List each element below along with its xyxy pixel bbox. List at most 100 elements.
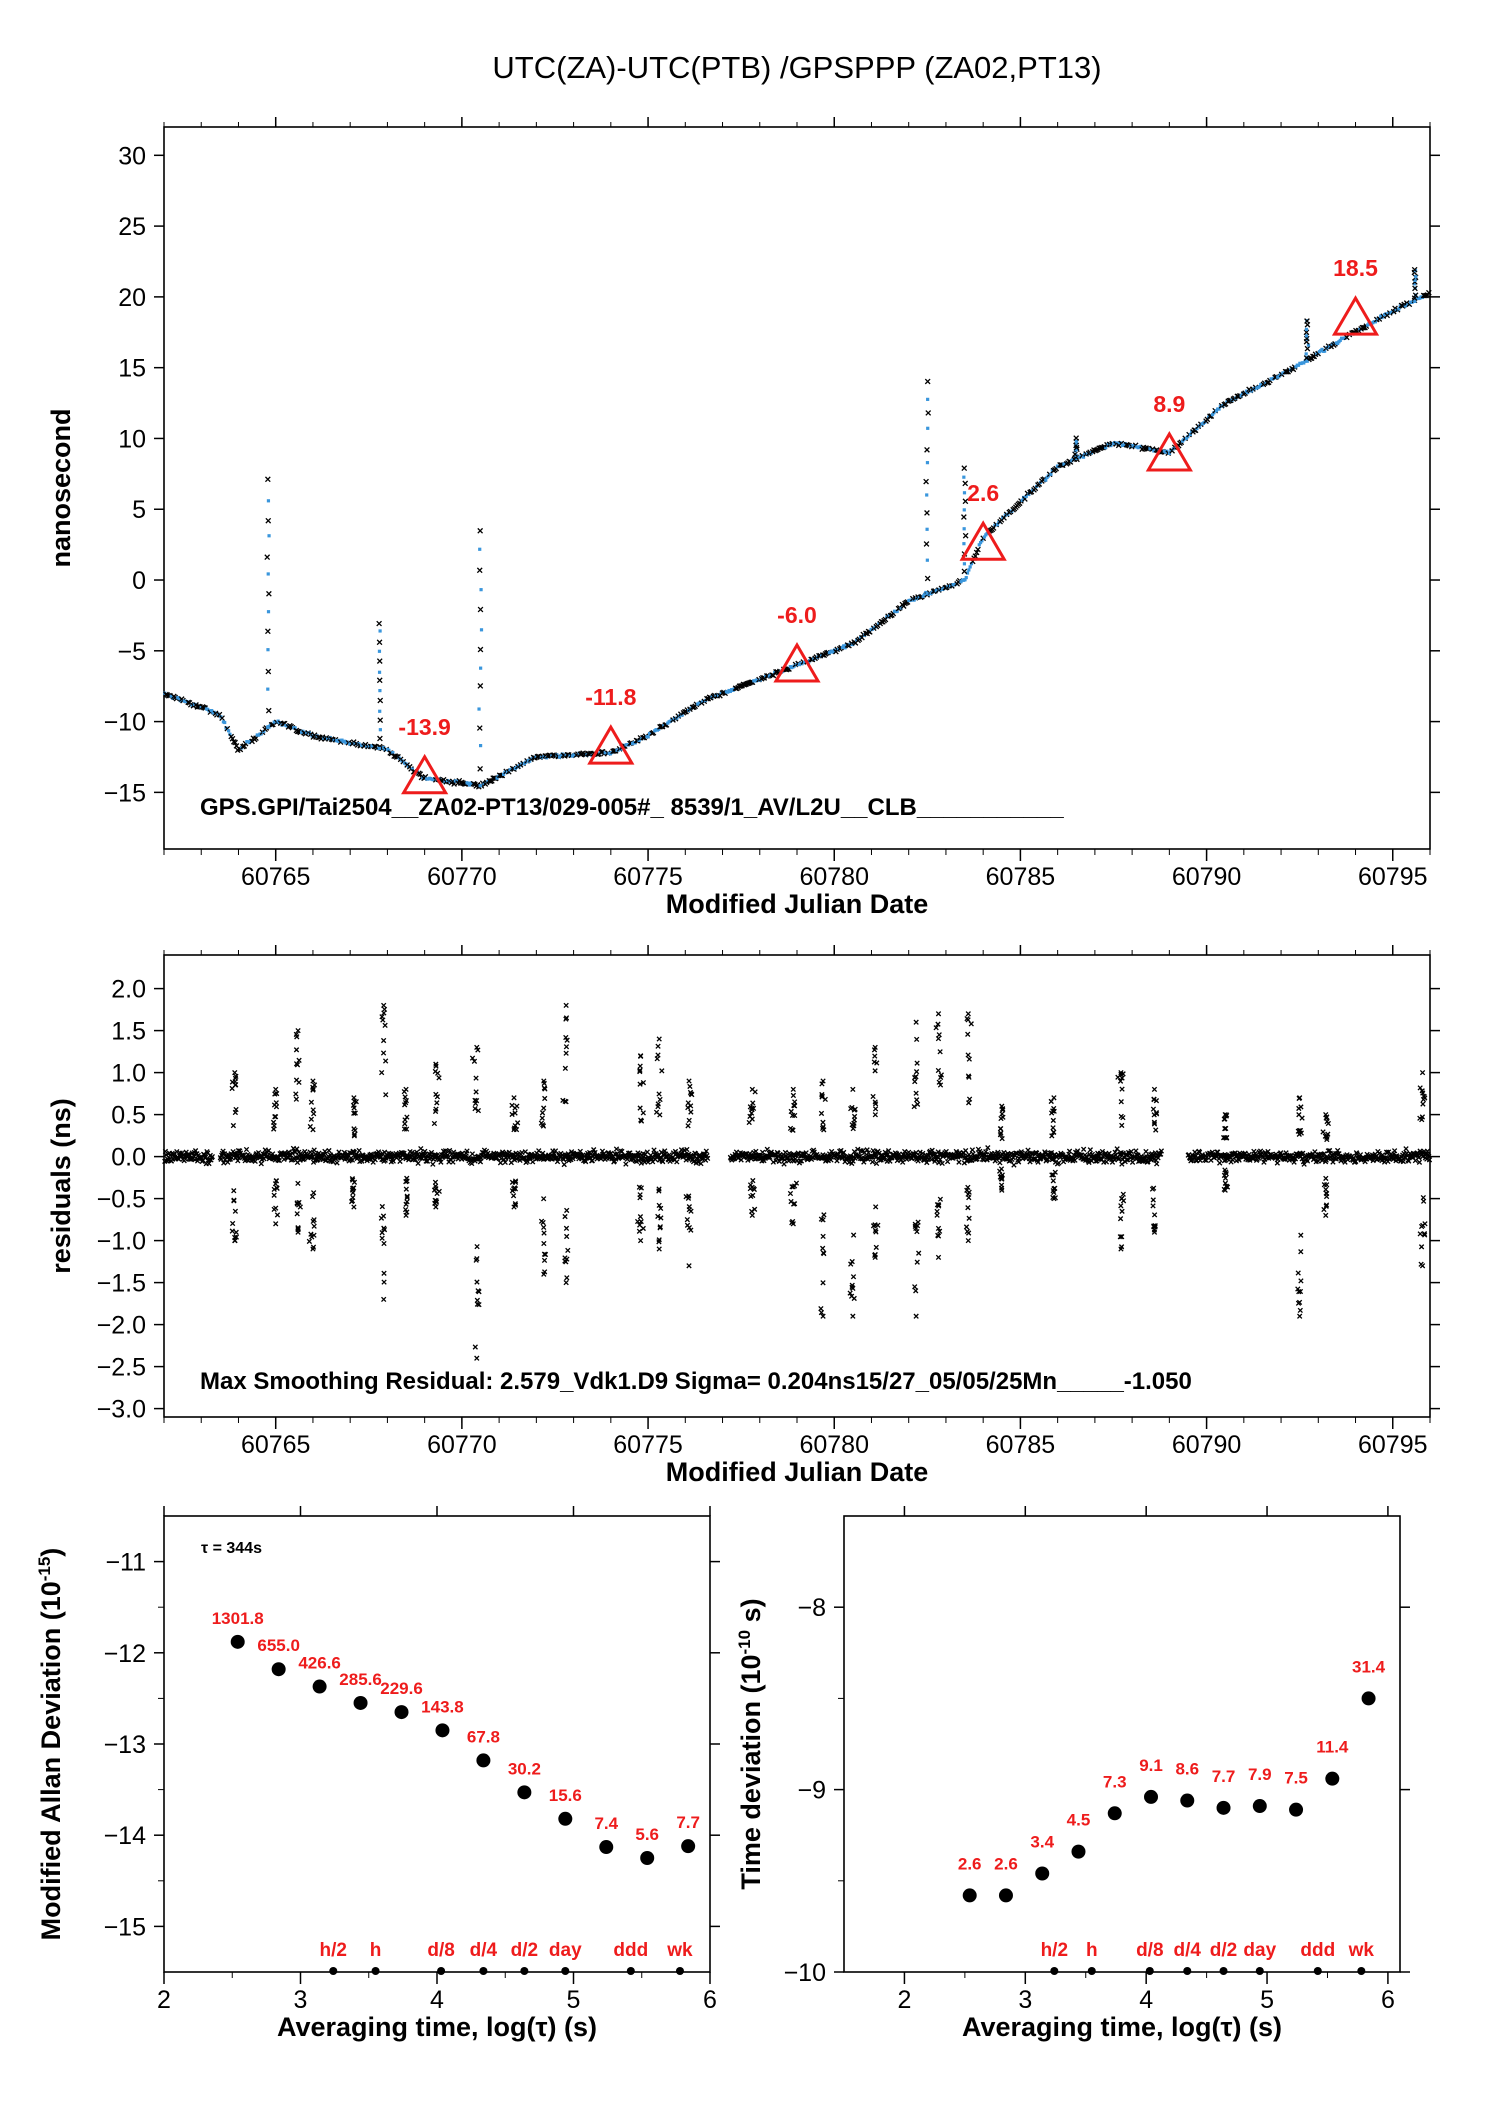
residual-point (1217, 1160, 1223, 1166)
deviation-label: 1301.8 (212, 1609, 264, 1628)
outlier-point (873, 1244, 879, 1251)
residual-point (704, 1155, 711, 1162)
data-point-blue (921, 594, 925, 598)
y-tick-label: 5 (132, 496, 146, 524)
data-point-blue (177, 696, 181, 700)
residual-point (1114, 1146, 1120, 1152)
outlier-max (273, 1086, 279, 1093)
data-point-blue (262, 729, 266, 734)
outlier-max (656, 1036, 662, 1042)
outlier-min (1323, 1212, 1329, 1219)
data-point-blue (728, 689, 732, 694)
outlier-point (562, 1213, 568, 1220)
outlier-max (563, 1002, 569, 1009)
residual-point (415, 1160, 421, 1166)
deviation-point (230, 1634, 245, 1649)
reference-mark (1145, 1967, 1154, 1975)
x-tick-label: 60795 (1358, 863, 1428, 891)
outlier-point (378, 1069, 385, 1076)
y-tick-label: 20 (118, 284, 146, 312)
spike-point-blue (962, 508, 966, 512)
data-point-blue (228, 732, 232, 736)
outlier-point (1119, 1122, 1125, 1129)
residual-point (753, 1148, 759, 1155)
data-point-blue (1184, 436, 1189, 440)
x-tick-label: 3 (294, 1986, 308, 2014)
data-point-black (1283, 368, 1290, 375)
spike-point-blue (378, 728, 382, 732)
y-tick-label: −10 (784, 1959, 826, 1987)
outlier-point (851, 1113, 858, 1120)
deviation-point (1107, 1806, 1122, 1821)
data-point-blue (470, 782, 474, 786)
outlier-point (1050, 1117, 1056, 1124)
spike-point-blue (477, 707, 481, 711)
triangle-marker (401, 753, 449, 795)
data-point-blue (365, 744, 369, 748)
residual-point (997, 1160, 1003, 1166)
x-tick-label: 60770 (427, 863, 497, 891)
outlier-point (872, 1053, 878, 1059)
y-tick-label: −9 (797, 1777, 826, 1805)
data-point-blue (912, 598, 916, 602)
residual-point (944, 1158, 951, 1165)
spike-point-blue (266, 499, 271, 503)
residual-point (1119, 1161, 1125, 1167)
outlier-point (308, 1099, 315, 1105)
deviation-label: 8.6 (1175, 1760, 1199, 1779)
data-point-blue (1403, 304, 1408, 308)
residual-point (359, 1158, 365, 1164)
data-point-blue (726, 690, 730, 694)
outlier-point (1050, 1178, 1056, 1184)
reference-mark (1050, 1967, 1059, 1975)
y-tick-label: 1.0 (111, 1060, 146, 1088)
outlier-point (965, 1205, 971, 1211)
x-tick-label: 60775 (613, 1431, 683, 1459)
data-point-blue (1302, 361, 1306, 365)
outlier-point (1422, 1221, 1428, 1227)
deviation-point (435, 1723, 450, 1738)
spike-point-blue (1306, 343, 1311, 347)
outlier-point (966, 1194, 972, 1201)
residual-point (1011, 1162, 1017, 1168)
spike-point-blue (378, 629, 382, 633)
spike-point (376, 620, 382, 627)
data-point-blue (421, 776, 425, 780)
outlier-point (659, 1068, 665, 1074)
spike-point (265, 707, 272, 714)
plot-frame (163, 954, 1431, 1418)
data-point-blue (1397, 307, 1401, 311)
residual-point (692, 1151, 699, 1157)
data-points (163, 266, 1432, 790)
residual-point (1080, 1146, 1087, 1152)
residual-point (577, 1148, 583, 1155)
outlier-point (564, 1233, 570, 1240)
spike-point (1412, 292, 1419, 299)
outlier-point (473, 1075, 479, 1081)
data-point-blue (980, 539, 984, 543)
residual-point (698, 1160, 704, 1167)
outlier-point (271, 1123, 277, 1129)
residual-point (281, 1156, 287, 1163)
spike-point (477, 527, 484, 534)
deviation-point (517, 1785, 532, 1800)
outlier-point (311, 1223, 317, 1229)
data-point-blue (965, 571, 970, 575)
spike-point (923, 541, 930, 547)
spike-point (923, 478, 929, 485)
deviation-point (312, 1679, 327, 1694)
outlier-point (966, 1215, 972, 1221)
data-point-blue (410, 767, 414, 771)
outlier-max (403, 1086, 409, 1093)
spike-point (1072, 451, 1078, 458)
outlier-min (686, 1263, 692, 1269)
spike-point (477, 683, 484, 689)
spike-point (1304, 318, 1310, 324)
data-point-blue (1153, 448, 1157, 452)
outlier-point (229, 1228, 235, 1234)
spike-point-blue (377, 670, 382, 674)
outlier-point (379, 1203, 385, 1210)
residual-point (1133, 1148, 1139, 1154)
spike-point-blue (266, 725, 270, 729)
data-point-blue (534, 755, 538, 759)
